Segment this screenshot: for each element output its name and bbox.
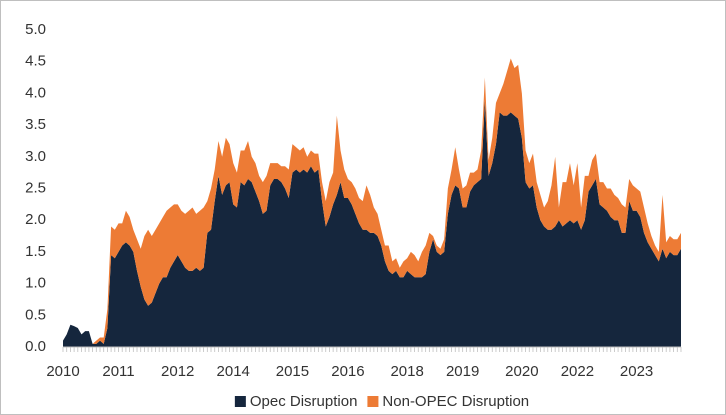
x-tick-label: 2016 [331,363,364,380]
x-tick-label: 2012 [161,363,194,380]
y-tick-label: 3.5 [25,116,46,133]
y-tick-label: 3.0 [25,148,46,165]
y-tick-label: 2.0 [25,211,46,228]
y-tick-label: 0.0 [25,338,46,355]
x-tick-label: 2019 [446,363,479,380]
x-tick-label: 2015 [276,363,309,380]
legend-swatch [234,396,246,407]
y-tick-label: 2.5 [25,179,46,196]
y-tick-label: 5.0 [25,21,46,38]
legend-swatch [367,396,379,407]
x-tick-label: 2020 [505,363,538,380]
x-tick-label: 2011 [102,363,134,380]
x-tick-label: 2010 [46,363,79,380]
y-tick-label: 1.0 [25,275,46,292]
y-tick-label: 4.5 [25,53,46,70]
x-tick-label: 2014 [217,363,250,380]
area [63,99,681,348]
x-tick-label: 2018 [390,363,423,380]
x-tick-label: 2023 [620,363,653,380]
y-tick-label: 4.0 [25,84,46,101]
x-tick-label: 2022 [561,363,594,380]
y-tick-label: 0.5 [25,306,46,323]
legend-label: Opec Disruption [250,393,358,410]
area [63,58,681,344]
legend-label: Non-OPEC Disruption [382,393,529,410]
y-tick-label: 1.5 [25,243,46,260]
